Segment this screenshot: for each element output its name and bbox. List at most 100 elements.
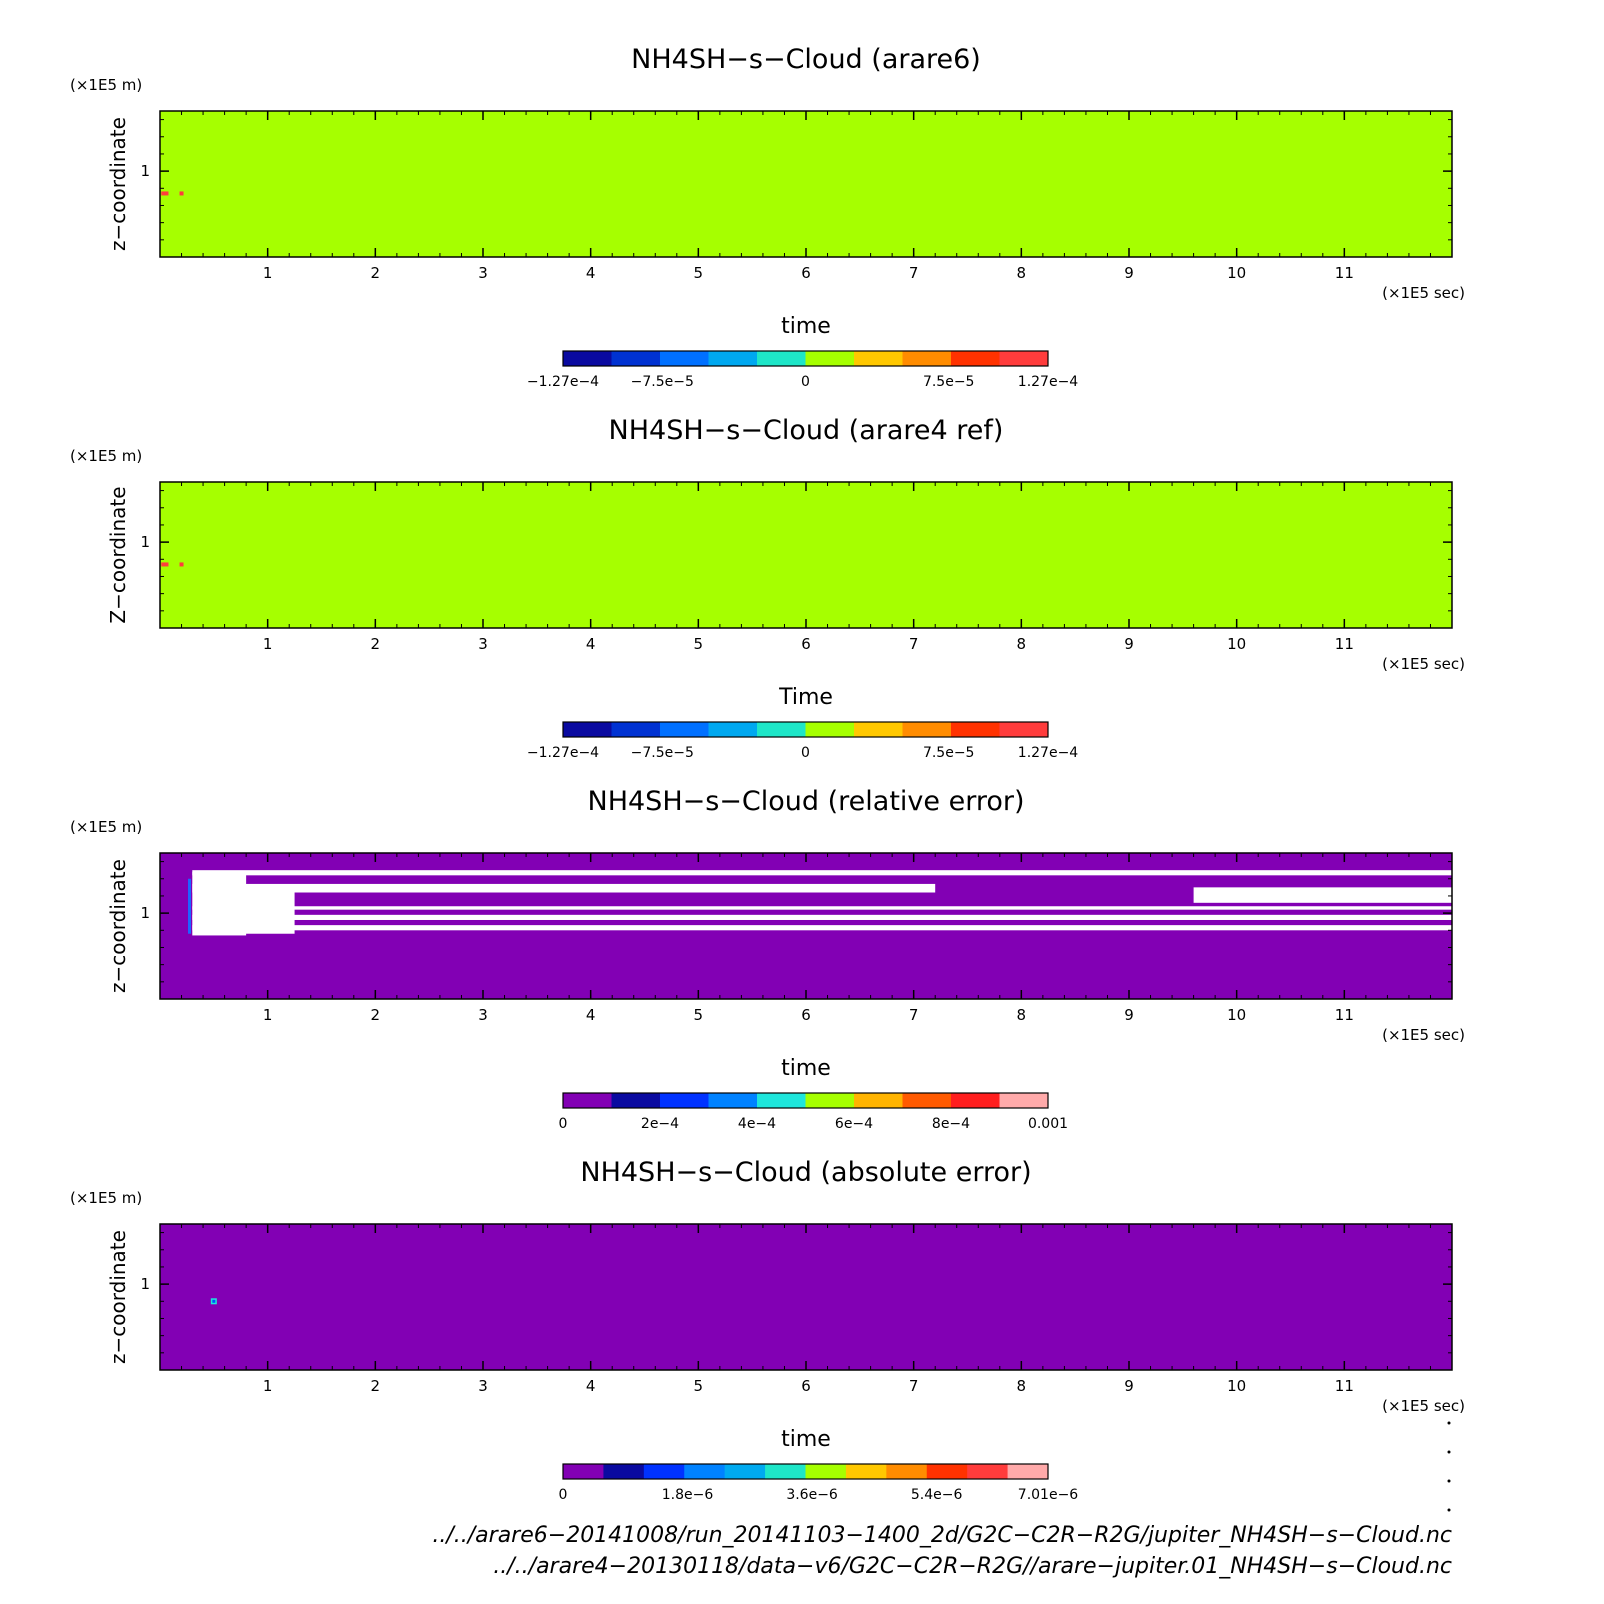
colorbar-swatch [563, 1093, 612, 1108]
colorbar-tick-label: −7.5e−5 [631, 745, 694, 761]
hotspot-cell [179, 191, 184, 196]
x-tick-label: 8 [1017, 1377, 1027, 1395]
undefined-band [192, 925, 1452, 931]
colorbar-tick-label: −7.5e−5 [631, 374, 694, 390]
colorbar-tick-label: −1.27e−4 [527, 745, 599, 761]
heatmap-field [160, 111, 1452, 257]
y-unit-label: (×1E5 m) [70, 76, 142, 94]
x-tick-label: 10 [1227, 1377, 1246, 1395]
colorbar-tick-label: 1.27e−4 [1018, 745, 1079, 761]
dot-mark [1447, 1450, 1451, 1454]
colorbar-tick-label: 0 [559, 1116, 568, 1132]
x-axis-label: time [781, 314, 831, 339]
colorbar-swatch [845, 1464, 887, 1479]
x-tick-label: 4 [586, 1006, 596, 1024]
panel-title: NH4SH−s−Cloud (arare4 ref) [609, 415, 1004, 446]
x-tick-label: 11 [1335, 264, 1354, 282]
colorbar-swatch [563, 1464, 604, 1479]
undefined-band [1193, 887, 1452, 903]
colorbar-swatch [765, 1464, 806, 1479]
colorbar-swatch [611, 351, 661, 366]
undefined-band [192, 870, 1452, 876]
colorbar-swatch [926, 1464, 968, 1479]
x-tick-label: 11 [1335, 1377, 1354, 1395]
colorbar-swatch [854, 351, 903, 366]
y-tick-label: 1 [140, 1275, 150, 1293]
x-tick-label: 4 [586, 1377, 596, 1395]
x-tick-label: 6 [801, 635, 811, 653]
footer-filenames: ../../arare6−20141008/run_20141103−1400_… [432, 1523, 1452, 1579]
colorbar-tick-label: 0 [801, 374, 810, 390]
x-tick-label: 2 [371, 264, 381, 282]
colorbar-swatch [999, 722, 1049, 737]
colorbar-tick-label: 7.5e−5 [923, 745, 975, 761]
y-unit-label: (×1E5 m) [70, 1189, 142, 1207]
colorbar-swatch [805, 722, 855, 737]
side-dots [1447, 1421, 1451, 1512]
colorbar-swatch [660, 722, 709, 737]
colorbar-tick-label: 0.001 [1028, 1116, 1068, 1132]
x-tick-label: 11 [1335, 1006, 1354, 1024]
colorbar-swatch [951, 351, 1000, 366]
hotspot-cell [161, 562, 166, 567]
colorbar-tick-label: 5.4e−6 [911, 1487, 963, 1503]
colorbar-tick-label: 3.6e−6 [786, 1487, 838, 1503]
colorbar-swatch [563, 722, 612, 737]
heatmap-field [160, 1224, 1452, 1370]
x-tick-label: 5 [694, 1006, 704, 1024]
colorbar-swatch [999, 1093, 1049, 1108]
colorbar-swatch [805, 351, 855, 366]
colorbar-swatch [563, 351, 612, 366]
x-tick-label: 7 [909, 264, 919, 282]
colorbar-tick-label: 4e−4 [738, 1116, 776, 1132]
x-tick-label: 9 [1124, 264, 1134, 282]
colorbar-tick-label: 1.27e−4 [1018, 374, 1079, 390]
x-tick-label: 2 [371, 1377, 381, 1395]
undefined-band [192, 883, 936, 893]
x-tick-label: 4 [586, 264, 596, 282]
colorbar-swatch [643, 1464, 685, 1479]
x-tick-label: 5 [694, 1377, 704, 1395]
hotspot-cell [164, 191, 169, 196]
x-tick-label: 8 [1017, 635, 1027, 653]
colorbar-swatch [854, 722, 903, 737]
colorbar-frame [562, 721, 1049, 738]
x-tick-label: 3 [478, 264, 488, 282]
x-tick-label: 10 [1227, 635, 1246, 653]
x-unit-label: (×1E5 sec) [1382, 284, 1465, 302]
x-tick-label: 3 [478, 1006, 488, 1024]
colorbar-swatch [805, 1093, 855, 1108]
colorbar-tick-label: 2e−4 [641, 1116, 679, 1132]
y-axis-label: z−coordinate [106, 859, 130, 993]
colorbar-swatch [611, 1093, 661, 1108]
y-axis-label: Z−coordinate [106, 486, 130, 623]
colorbar-swatch [805, 1464, 847, 1479]
x-unit-label: (×1E5 sec) [1382, 1026, 1465, 1044]
footer-file-2: ../../arare4−20130118/data−v6/G2C−C2R−R2… [493, 1554, 1452, 1579]
x-tick-label: 7 [909, 1006, 919, 1024]
colorbar-swatch [902, 722, 952, 737]
x-tick-label: 11 [1335, 635, 1354, 653]
x-tick-label: 6 [801, 1377, 811, 1395]
x-tick-label: 9 [1124, 635, 1134, 653]
x-tick-label: 3 [478, 635, 488, 653]
x-axis-label: time [781, 1056, 831, 1081]
x-tick-label: 1 [263, 1377, 273, 1395]
colorbar-frame [562, 1092, 1049, 1109]
colorbar-swatch [902, 351, 952, 366]
colorbar-swatch [757, 351, 806, 366]
y-tick-label: 1 [140, 533, 150, 551]
x-tick-label: 4 [586, 635, 596, 653]
dot-mark [1447, 1421, 1451, 1425]
x-axis-label: time [781, 1427, 831, 1452]
x-tick-label: 7 [909, 635, 919, 653]
x-tick-label: 6 [801, 1006, 811, 1024]
x-tick-label: 5 [694, 264, 704, 282]
x-unit-label: (×1E5 sec) [1382, 1397, 1465, 1415]
x-tick-label: 7 [909, 1377, 919, 1395]
colorbar-tick-label: 0 [559, 1487, 568, 1503]
x-tick-label: 1 [263, 1006, 273, 1024]
hotspot-cell [179, 562, 184, 567]
hotspot-cell [161, 191, 166, 196]
